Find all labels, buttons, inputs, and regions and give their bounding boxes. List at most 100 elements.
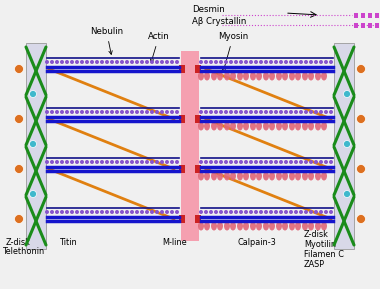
Ellipse shape [140,60,144,64]
Ellipse shape [95,110,99,114]
Ellipse shape [302,171,308,181]
Ellipse shape [204,171,210,181]
Bar [368,23,372,27]
Ellipse shape [314,110,318,114]
Bar [354,12,358,18]
Bar [179,215,185,223]
Ellipse shape [302,121,308,131]
Ellipse shape [244,160,248,164]
Ellipse shape [211,171,217,181]
Ellipse shape [249,110,253,114]
Ellipse shape [279,160,283,164]
Ellipse shape [250,171,256,181]
Ellipse shape [14,214,24,223]
Ellipse shape [234,210,238,214]
Ellipse shape [274,110,278,114]
Ellipse shape [321,171,327,181]
Ellipse shape [75,160,79,164]
Ellipse shape [263,221,269,231]
Ellipse shape [224,110,228,114]
Ellipse shape [85,110,89,114]
Ellipse shape [276,221,282,231]
Ellipse shape [230,171,236,181]
Ellipse shape [120,60,124,64]
Ellipse shape [199,60,203,64]
Ellipse shape [65,60,69,64]
Ellipse shape [239,110,243,114]
Text: ZASP: ZASP [304,260,325,269]
Ellipse shape [204,160,208,164]
Ellipse shape [237,221,243,231]
Ellipse shape [264,210,268,214]
Ellipse shape [199,160,203,164]
Ellipse shape [304,160,308,164]
Ellipse shape [356,164,366,173]
Ellipse shape [165,110,169,114]
Ellipse shape [289,60,293,64]
Ellipse shape [229,160,233,164]
Ellipse shape [249,210,253,214]
Ellipse shape [100,60,104,64]
Ellipse shape [263,171,269,181]
Bar [334,43,354,249]
Ellipse shape [95,210,99,214]
Ellipse shape [145,160,149,164]
Ellipse shape [254,210,258,214]
Ellipse shape [299,160,303,164]
Ellipse shape [105,110,109,114]
Text: Z-disk: Z-disk [304,230,329,239]
Ellipse shape [309,60,313,64]
Ellipse shape [289,71,295,81]
Ellipse shape [224,60,228,64]
Ellipse shape [282,121,288,131]
Ellipse shape [250,71,256,81]
Ellipse shape [60,60,64,64]
Ellipse shape [314,60,318,64]
Ellipse shape [217,171,223,181]
Ellipse shape [356,114,366,123]
Text: Calpain-3: Calpain-3 [238,238,277,247]
Ellipse shape [308,171,314,181]
Ellipse shape [276,71,282,81]
Ellipse shape [219,210,223,214]
Ellipse shape [65,110,69,114]
Ellipse shape [299,60,303,64]
Ellipse shape [237,71,243,81]
Ellipse shape [70,210,74,214]
Ellipse shape [319,110,323,114]
Ellipse shape [315,71,321,81]
Ellipse shape [45,60,49,64]
Ellipse shape [100,210,104,214]
Ellipse shape [175,60,179,64]
Ellipse shape [60,210,64,214]
Ellipse shape [14,164,24,173]
Ellipse shape [175,110,179,114]
Ellipse shape [229,110,233,114]
Ellipse shape [294,110,298,114]
Text: Myosin: Myosin [218,32,248,73]
Ellipse shape [45,210,49,214]
Ellipse shape [224,71,230,81]
Ellipse shape [234,60,238,64]
Text: Aβ Crystallin: Aβ Crystallin [192,18,246,27]
Ellipse shape [295,71,301,81]
Ellipse shape [170,60,174,64]
Ellipse shape [308,71,314,81]
Ellipse shape [324,210,328,214]
Bar [179,115,185,123]
Ellipse shape [155,210,159,214]
Ellipse shape [110,110,114,114]
Ellipse shape [75,60,79,64]
Ellipse shape [256,121,262,131]
Ellipse shape [299,110,303,114]
Ellipse shape [259,210,263,214]
Ellipse shape [309,210,313,214]
Ellipse shape [80,160,84,164]
Ellipse shape [224,221,230,231]
Ellipse shape [217,71,223,81]
Ellipse shape [329,210,333,214]
Ellipse shape [263,71,269,81]
Ellipse shape [14,114,24,123]
Ellipse shape [256,71,262,81]
Ellipse shape [282,221,288,231]
